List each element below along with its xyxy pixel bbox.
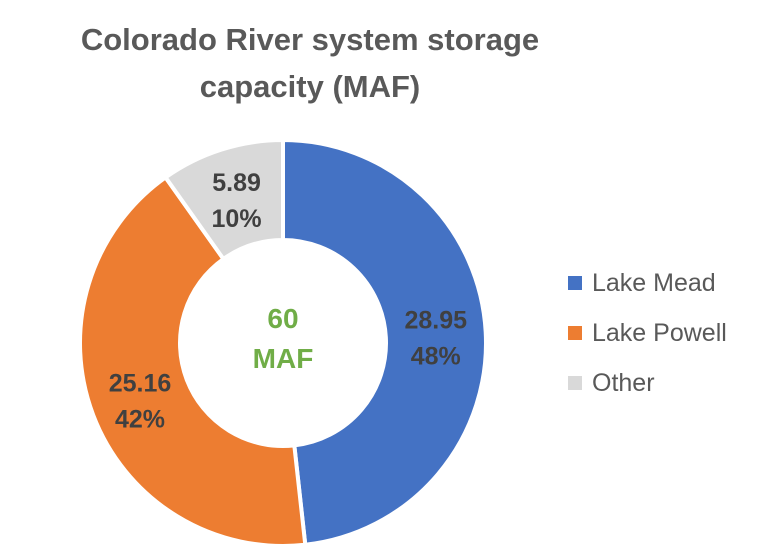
legend-label-lake-mead: Lake Mead [592,268,716,297]
chart-title: Colorado River system storage capacity (… [0,16,620,110]
chart-title-line-1: Colorado River system storage [80,22,540,57]
center-label-line-2: MAF [253,343,314,374]
data-label-value-lake-powell: 25.16 [109,369,172,397]
slice-lake-mead [281,138,488,547]
legend-swatch-lake-powell [568,326,582,340]
data-label-percent-lake-mead: 48% [411,343,461,371]
legend-swatch-other [568,376,582,390]
data-label-percent-other: 10% [212,205,262,233]
data-label-value-lake-mead: 28.95 [404,307,467,335]
data-label-value-other: 5.89 [212,169,261,197]
chart-legend: Lake Mead Lake Powell Other [568,258,727,408]
chart-title-line-2: capacity (MAF) [199,69,421,104]
slice-other [163,138,285,261]
legend-item-lake-mead: Lake Mead [568,258,727,308]
legend-item-lake-powell: Lake Powell [568,308,727,358]
data-label-percent-lake-powell: 42% [115,405,165,433]
slice-lake-powell [78,175,308,548]
legend-label-other: Other [592,368,655,397]
legend-label-lake-powell: Lake Powell [592,318,727,347]
legend-item-other: Other [568,358,727,408]
center-label-line-1: 60 [267,303,298,334]
legend-swatch-lake-mead [568,276,582,290]
